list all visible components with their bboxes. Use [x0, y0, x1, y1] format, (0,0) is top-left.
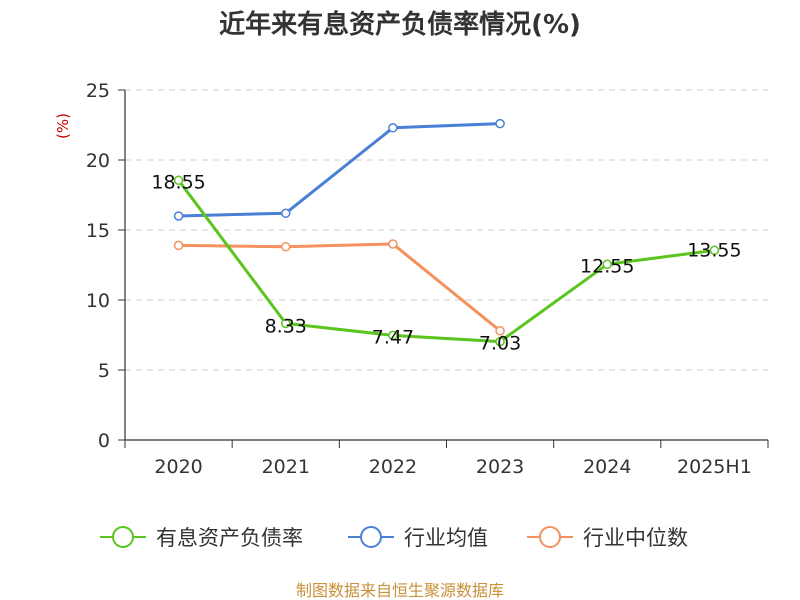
data-point: [388, 330, 398, 341]
data-label: 13.55: [687, 239, 741, 261]
data-point: [709, 245, 720, 256]
data-point: [602, 259, 612, 270]
y-axis-unit-label: (%): [54, 113, 72, 139]
data-labels: 18.55 8.33 7.47 7.03 12.55 13.55: [151, 171, 741, 354]
data-point: [495, 336, 505, 347]
legend-marker: [112, 526, 134, 548]
data-point: [281, 208, 291, 218]
data-label: 7.03: [479, 333, 521, 355]
legend-marker: [539, 526, 561, 548]
data-label: 8.33: [265, 315, 307, 337]
data-label: 18.55: [151, 171, 205, 193]
legend-label: 行业中位数: [583, 526, 688, 550]
data-point: [495, 118, 505, 129]
source-note: 制图数据来自恒生聚源数据库: [296, 581, 504, 600]
y-tick-label: 0: [98, 430, 110, 452]
legend-label: 有息资产负债率: [156, 526, 303, 550]
series-line: [177, 179, 715, 344]
legend-marker: [360, 526, 382, 548]
data-label: 12.55: [580, 255, 634, 277]
x-tick-label: 2023: [476, 456, 524, 478]
axes: 0 5 10 15 20 25 2020 2021 2022 2023 2024 2025H1: [86, 80, 769, 478]
chart-title: 近年来有息资产负债率情况(%): [219, 9, 581, 40]
data-point: [173, 240, 184, 251]
y-tick-label: 25: [86, 80, 110, 102]
x-tick-label: 2021: [262, 456, 310, 478]
x-tick-label: 2020: [154, 456, 202, 478]
gridlines: [125, 89, 768, 371]
data-label: 7.47: [372, 326, 414, 348]
data-point: [281, 242, 291, 252]
y-tick-label: 5: [98, 360, 110, 382]
y-tick-label: 15: [86, 220, 110, 242]
x-tick-label: 2024: [583, 456, 631, 478]
y-tick-label: 20: [86, 150, 110, 172]
series-line: [178, 242, 502, 332]
data-point: [281, 318, 291, 329]
y-tick-label: 10: [86, 290, 110, 312]
legend-label: 行业均值: [404, 526, 488, 550]
data-point: [173, 175, 184, 186]
legend: 有息资产负债率 行业均值 行业中位数: [100, 526, 688, 550]
series-line: [178, 122, 501, 218]
data-point: [388, 123, 398, 133]
data-point: [495, 326, 505, 336]
series-lines: [173, 118, 720, 347]
data-point: [173, 211, 184, 221]
data-point: [388, 239, 398, 249]
x-tick-label: 2022: [369, 456, 417, 478]
x-tick-label: 2025H1: [677, 456, 752, 478]
